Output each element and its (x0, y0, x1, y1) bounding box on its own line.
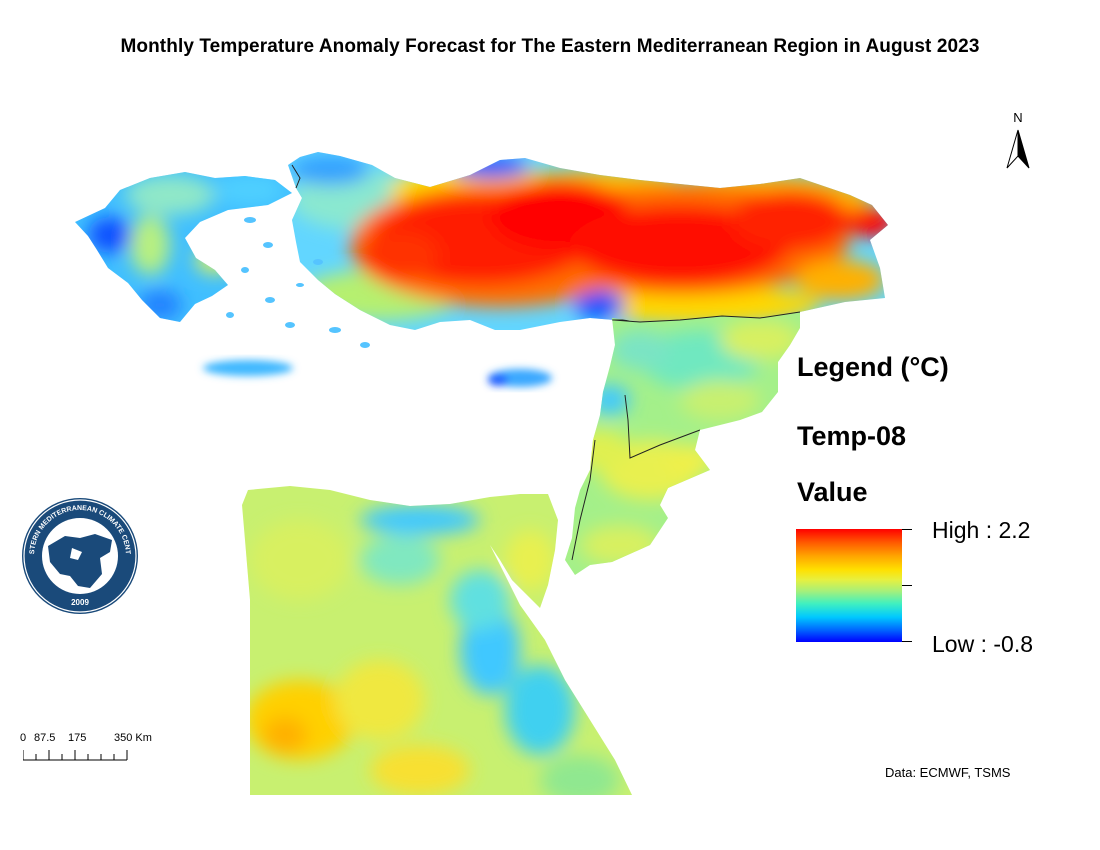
scale-bar-ticks (23, 750, 128, 761)
legend-high-label: High : 2.2 (932, 517, 1031, 543)
scale-bar: 0 87.5 175 350 Km (20, 732, 180, 762)
scale-label-175: 175 (68, 732, 87, 744)
legend-low-label: Low : -0.8 (932, 631, 1033, 657)
legend-tick-low (902, 641, 912, 642)
legend-tick-high (902, 529, 912, 530)
legend-heading: Legend (°C) (797, 352, 949, 382)
north-arrow: N (1003, 110, 1033, 174)
legend-color-ramp (796, 529, 902, 642)
north-arrow-icon (1006, 129, 1030, 169)
climate-centre-logo: EASTERN MEDITERRANEAN CLIMATE CENTRE 200… (20, 496, 138, 614)
map-title: Monthly Temperature Anomaly Forecast for… (120, 36, 980, 57)
legend-field-name: Value (797, 477, 868, 507)
legend-layer-name: Temp-08 (797, 421, 907, 451)
data-credit: Data: ECMWF, TSMS (885, 765, 1011, 780)
legend-tick-mid (902, 585, 912, 586)
scale-label-87-5: 87.5 (34, 732, 56, 744)
scale-label-0: 0 (20, 732, 27, 744)
north-label: N (1013, 110, 1023, 125)
logo-year: 2009 (71, 598, 89, 607)
scale-label-350: 350 Km (114, 732, 152, 744)
